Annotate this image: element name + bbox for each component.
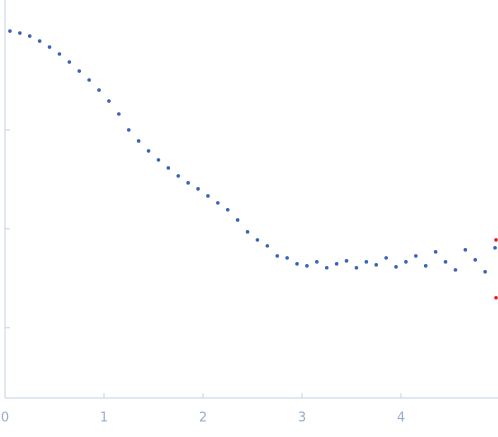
point: [334, 262, 339, 266]
point: [206, 194, 210, 198]
point: [27, 34, 32, 38]
point: [374, 263, 379, 267]
point: [473, 258, 478, 262]
point: [364, 260, 369, 264]
point: [87, 78, 91, 82]
point: [245, 230, 250, 234]
point: [225, 207, 230, 212]
point: [255, 238, 260, 242]
point: [235, 218, 240, 222]
point: [107, 99, 111, 103]
point: [37, 39, 42, 43]
x-tick-label: 3: [298, 411, 306, 426]
point: [216, 201, 220, 205]
point: [423, 264, 428, 268]
point: [285, 256, 289, 260]
point: [176, 174, 181, 178]
point: [97, 88, 101, 92]
point: [324, 265, 329, 270]
point: [483, 270, 487, 274]
point: [414, 254, 418, 258]
point: [384, 256, 388, 260]
point: [186, 181, 190, 185]
point: [493, 246, 497, 250]
point: [117, 112, 121, 116]
point: [344, 259, 349, 263]
point: [196, 187, 200, 191]
point: [8, 29, 12, 33]
point: [146, 149, 151, 153]
point: [156, 158, 161, 162]
point: [47, 45, 52, 49]
x-tick-label: 2: [199, 411, 207, 426]
point: [18, 31, 22, 35]
point: [433, 250, 438, 254]
point: [57, 52, 62, 56]
point: [305, 264, 309, 268]
point: [453, 268, 458, 272]
point: [126, 128, 131, 132]
point: [275, 254, 280, 258]
x-tick-label: 1: [100, 411, 108, 426]
x-tick-label: 4: [397, 411, 405, 426]
point: [404, 260, 408, 264]
point: [394, 265, 398, 269]
x-tick-label: 0: [1, 411, 9, 426]
point: [295, 262, 299, 266]
point: [494, 238, 498, 242]
point: [315, 260, 319, 264]
point: [67, 60, 72, 64]
point: [166, 166, 171, 170]
point: [136, 139, 141, 143]
point: [463, 248, 468, 252]
point: [77, 69, 82, 73]
point: [494, 295, 498, 300]
point: [443, 260, 448, 264]
point: [265, 244, 270, 248]
point: [354, 265, 359, 270]
